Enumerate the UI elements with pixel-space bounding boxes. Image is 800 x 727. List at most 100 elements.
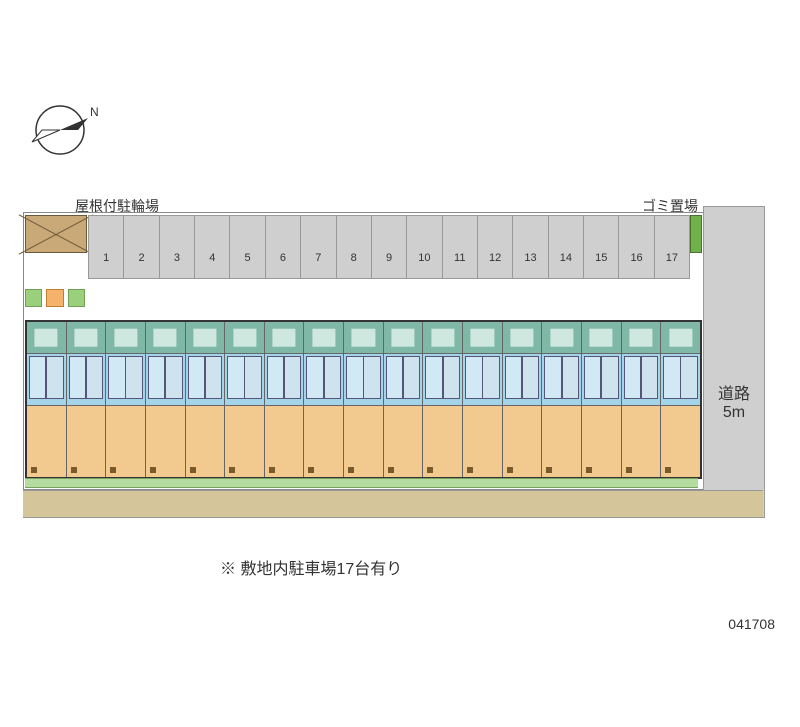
apartment-unit [661,322,700,477]
parking-spot: 4 [195,216,230,278]
unit-entry [582,322,621,354]
parking-spot: 1 [89,216,124,278]
road-label: 道路 5m [718,380,750,422]
parking-spot-number: 15 [595,252,607,264]
diagram-id: 041708 [728,616,775,632]
road-text: 道路 [718,386,750,403]
apartment-unit [225,322,265,477]
unit-wet-area [304,354,343,406]
apartment-unit [503,322,543,477]
parking-spot-number: 10 [418,252,430,264]
parking-spot-number: 16 [630,252,642,264]
parking-spot-number: 17 [666,252,678,264]
parking-spot: 17 [655,216,689,278]
parking-spot-number: 8 [351,252,357,264]
parking-spot-number: 3 [174,252,180,264]
parking-area: 1234567891011121314151617 [88,215,690,279]
unit-room [225,406,264,477]
unit-wet-area [265,354,304,406]
unit-wet-area [384,354,423,406]
unit-room [542,406,581,477]
parking-spot: 8 [337,216,372,278]
trash-area [690,215,702,253]
parking-spot: 11 [443,216,478,278]
unit-entry [622,322,661,354]
apartment-unit [344,322,384,477]
garden-area [25,280,85,316]
apartment-unit [186,322,226,477]
parking-spot: 13 [513,216,548,278]
apartment-unit [463,322,503,477]
unit-wet-area [582,354,621,406]
apartment-unit [384,322,424,477]
unit-wet-area [542,354,581,406]
apartment-unit [304,322,344,477]
parking-spot: 12 [478,216,513,278]
compass-icon: N [20,90,100,170]
unit-wet-area [186,354,225,406]
unit-room [146,406,185,477]
unit-wet-area [27,354,66,406]
unit-room [265,406,304,477]
unit-entry [463,322,502,354]
parking-spot-number: 2 [138,252,144,264]
unit-wet-area [622,354,661,406]
apartment-unit [542,322,582,477]
shrub-row [25,478,698,488]
unit-room [622,406,661,477]
unit-wet-area [225,354,264,406]
site-plan-canvas: N 屋根付駐輪場 ゴミ置場 道路 5m 12345678910111213141… [0,0,800,727]
unit-entry [661,322,700,354]
unit-room [582,406,621,477]
compass-n-label: N [90,105,99,119]
unit-entry [542,322,581,354]
parking-spot: 15 [584,216,619,278]
unit-entry [265,322,304,354]
parking-spot-number: 12 [489,252,501,264]
unit-entry [503,322,542,354]
apartment-unit [582,322,622,477]
unit-entry [27,322,66,354]
parking-spot-number: 7 [315,252,321,264]
parking-spot: 9 [372,216,407,278]
unit-entry [344,322,383,354]
apartment-unit [67,322,107,477]
parking-spot-number: 14 [560,252,572,264]
unit-wet-area [106,354,145,406]
apartment-unit [622,322,662,477]
parking-spot-number: 9 [386,252,392,264]
parking-spot-number: 1 [103,252,109,264]
unit-room [661,406,700,477]
unit-entry [186,322,225,354]
road-right [703,206,765,518]
unit-entry [423,322,462,354]
unit-wet-area [146,354,185,406]
unit-wet-area [463,354,502,406]
parking-spot: 5 [230,216,265,278]
parking-spot: 2 [124,216,159,278]
unit-room [344,406,383,477]
unit-room [27,406,66,477]
parking-spot-number: 11 [454,252,465,264]
unit-entry [384,322,423,354]
apartment-unit [265,322,305,477]
parking-note: ※ 敷地内駐車場17台有り [220,555,402,579]
garden-tile-orange [46,289,63,307]
unit-wet-area [344,354,383,406]
parking-spot: 6 [266,216,301,278]
bike-parking-roof [25,215,87,253]
apartment-unit [423,322,463,477]
unit-wet-area [423,354,462,406]
unit-entry [67,322,106,354]
unit-wet-area [67,354,106,406]
lower-road [23,490,763,518]
unit-room [503,406,542,477]
parking-spot: 10 [407,216,442,278]
garden-tile-green [68,289,85,307]
apartment-unit [146,322,186,477]
unit-entry [106,322,145,354]
parking-spot: 16 [619,216,654,278]
unit-entry [146,322,185,354]
apartment-unit [27,322,67,477]
unit-room [304,406,343,477]
